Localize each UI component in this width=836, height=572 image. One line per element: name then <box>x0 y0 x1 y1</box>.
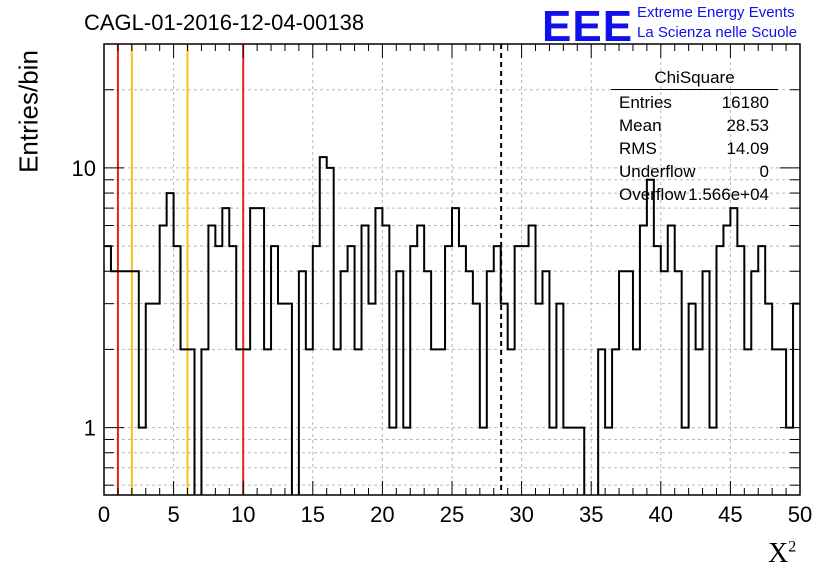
y-tick-label: 1 <box>84 416 96 441</box>
x-tick-label: 10 <box>231 502 255 527</box>
stats-name: RMS <box>619 139 657 158</box>
x-axis-label: X2 <box>768 538 796 570</box>
x-tick-label: 20 <box>370 502 394 527</box>
stats-value: 0 <box>759 162 769 181</box>
x-tick-label: 0 <box>98 502 110 527</box>
stats-name: Mean <box>619 116 662 135</box>
stats-row-entries: Entries 16180 <box>619 93 769 115</box>
stats-value: 16180 <box>721 93 769 112</box>
histogram-series-line <box>104 156 800 495</box>
x-tick-label: 25 <box>440 502 464 527</box>
eee-logo: EEE <box>542 2 634 51</box>
stats-row-underflow: Underflow 0 <box>619 162 769 184</box>
logo-line-1: Extreme Energy Events <box>637 4 795 21</box>
stats-value: 28.53 <box>726 116 769 135</box>
x-axis-label-base: X <box>768 538 789 569</box>
chart-title: CAGL-01-2016-12-04-00138 <box>84 10 365 35</box>
stats-row-overflow: Overflow 1.566e+04 <box>619 185 769 207</box>
stats-name: Entries <box>619 93 672 112</box>
x-tick-label: 15 <box>301 502 325 527</box>
x-tick-label: 5 <box>167 502 179 527</box>
stats-value: 14.09 <box>726 139 769 158</box>
stats-title: ChiSquare <box>654 68 735 87</box>
x-tick-label: 45 <box>718 502 742 527</box>
x-tick-label: 50 <box>788 502 812 527</box>
x-tick-label: 30 <box>509 502 533 527</box>
stats-box: ChiSquare Entries 16180 Mean 28.53 RMS 1… <box>611 66 778 205</box>
stats-divider <box>611 89 778 90</box>
logo-line-2: La Scienza nelle Scuole <box>637 24 798 41</box>
x-tick-label: 35 <box>579 502 603 527</box>
stats-row-rms: RMS 14.09 <box>619 139 769 161</box>
stats-value: 1.566e+04 <box>688 185 769 204</box>
y-axis-label: Entries/bin <box>13 50 44 173</box>
x-tick-label: 40 <box>649 502 673 527</box>
stats-name: Overflow <box>619 185 687 204</box>
stats-name: Underflow <box>619 162 696 181</box>
stats-row-mean: Mean 28.53 <box>619 116 769 138</box>
x-axis-label-superscript: 2 <box>788 538 797 556</box>
y-tick-label: 10 <box>72 156 96 181</box>
